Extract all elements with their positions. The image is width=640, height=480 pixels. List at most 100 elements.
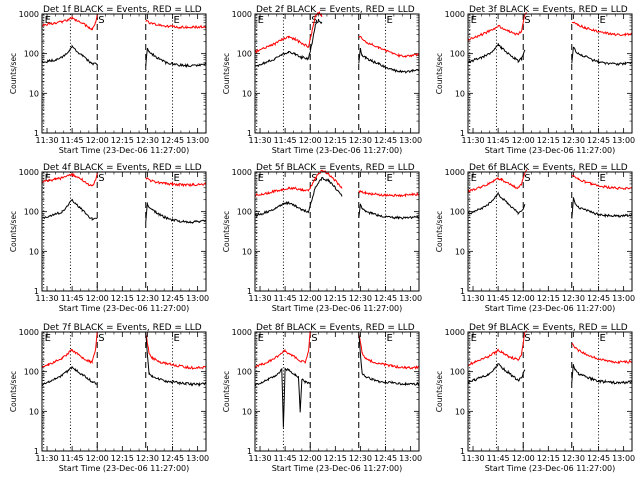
plot-title: Det 6f BLACK = Events, RED = LLD <box>469 163 628 173</box>
x-tick-label: 11:30 <box>461 454 484 463</box>
lld-series-line <box>254 169 420 198</box>
y-axis-label: Counts/sec <box>222 53 231 94</box>
lld-series-line <box>254 11 420 59</box>
y-axis-label: Counts/sec <box>9 53 18 94</box>
x-tick-label: 12:45 <box>587 136 610 145</box>
x-axis-label: Start Time (23-Dec-06 11:27:00) <box>272 146 403 155</box>
x-axis-label: Start Time (23-Dec-06 11:27:00) <box>485 146 616 155</box>
x-tick-label: 12:00 <box>86 136 109 145</box>
marker-label: E <box>45 333 51 344</box>
events-series-line <box>41 198 207 224</box>
y-tick-label: 100 <box>24 50 39 59</box>
marker-label: S <box>311 333 317 344</box>
y-tick-label: 100 <box>237 50 252 59</box>
marker-label: E <box>258 333 264 344</box>
y-tick-label: 100 <box>237 208 252 217</box>
marker-label: E <box>174 173 180 184</box>
y-tick-label: 10 <box>242 247 252 256</box>
y-tick-label: 1000 <box>232 168 252 177</box>
x-tick-label: 12:15 <box>537 294 560 303</box>
x-tick-label: 11:45 <box>61 294 84 303</box>
x-tick-label: 13:00 <box>186 454 209 463</box>
marker-label: S <box>524 15 530 26</box>
x-axis-label: Start Time (23-Dec-06 11:27:00) <box>59 304 190 313</box>
x-tick-label: 12:15 <box>111 136 134 145</box>
lld-series-line <box>467 330 633 367</box>
plot-frame <box>254 13 420 134</box>
events-series-line <box>254 18 420 75</box>
plot-title: Det 2f BLACK = Events, RED = LLD <box>256 5 415 15</box>
x-tick-label: 12:00 <box>512 136 535 145</box>
x-tick-label: 12:15 <box>111 294 134 303</box>
x-tick-label: 12:00 <box>299 454 322 463</box>
lld-series-line <box>41 172 207 188</box>
y-tick-label: 100 <box>237 368 252 377</box>
lld-series-line <box>254 331 420 370</box>
marker-label: E <box>387 333 393 344</box>
x-tick-label: 11:30 <box>461 294 484 303</box>
y-tick-label: 100 <box>24 368 39 377</box>
x-tick-label: 12:30 <box>562 454 585 463</box>
x-tick-label: 12:30 <box>136 294 159 303</box>
y-axis-label: Counts/sec <box>222 211 231 252</box>
plot-title: Det 4f BLACK = Events, RED = LLD <box>43 163 202 173</box>
y-tick-label: 1 <box>247 287 252 296</box>
x-tick-label: 12:00 <box>299 294 322 303</box>
x-tick-label: 12:30 <box>562 136 585 145</box>
marker-label: S <box>311 173 317 184</box>
plot-frame <box>467 13 633 134</box>
plot-panel: Det 2f BLACK = Events, RED = LLD Counts/s… <box>222 5 422 155</box>
x-tick-label: 11:45 <box>274 136 297 145</box>
x-tick-label: 11:30 <box>461 136 484 145</box>
plot-panel: Det 5f BLACK = Events, RED = LLD Counts/s… <box>222 163 422 313</box>
x-tick-label: 12:45 <box>587 454 610 463</box>
marker-label: S <box>98 333 104 344</box>
y-tick-label: 1 <box>247 129 252 138</box>
plot-frame <box>254 171 420 292</box>
y-tick-label: 1 <box>34 447 39 456</box>
plot-panel: Det 1f BLACK = Events, RED = LLD Counts/s… <box>9 5 209 155</box>
y-tick-label: 100 <box>450 368 465 377</box>
x-tick-label: 12:15 <box>324 454 347 463</box>
x-tick-label: 12:45 <box>374 136 397 145</box>
marker-label: E <box>387 15 393 26</box>
x-tick-label: 13:00 <box>186 136 209 145</box>
marker-label: E <box>174 15 180 26</box>
x-tick-label: 12:15 <box>111 454 134 463</box>
x-tick-label: 13:00 <box>612 136 635 145</box>
x-tick-label: 12:45 <box>161 454 184 463</box>
y-tick-label: 1000 <box>19 10 39 19</box>
x-tick-label: 11:45 <box>487 294 510 303</box>
plot-frame <box>254 331 420 452</box>
y-tick-label: 10 <box>29 89 39 98</box>
y-tick-label: 10 <box>242 89 252 98</box>
x-tick-label: 11:30 <box>248 454 271 463</box>
x-tick-label: 11:30 <box>248 294 271 303</box>
x-tick-label: 12:45 <box>161 136 184 145</box>
plot-frame <box>467 171 633 292</box>
y-tick-label: 10 <box>242 407 252 416</box>
x-tick-label: 12:30 <box>562 294 585 303</box>
y-tick-label: 1 <box>247 447 252 456</box>
y-tick-label: 1 <box>34 287 39 296</box>
x-tick-label: 11:45 <box>487 454 510 463</box>
lld-series-line <box>467 12 633 42</box>
y-axis-label: Counts/sec <box>222 371 231 412</box>
y-tick-label: 100 <box>450 50 465 59</box>
plot-frame <box>41 331 207 452</box>
y-tick-label: 1000 <box>445 10 465 19</box>
plot-panel: Det 9f BLACK = Events, RED = LLD Counts/s… <box>435 323 635 473</box>
events-series-line <box>467 363 633 385</box>
x-tick-label: 12:45 <box>374 294 397 303</box>
x-axis-label: Start Time (23-Dec-06 11:27:00) <box>485 304 616 313</box>
x-axis-label: Start Time (23-Dec-06 11:27:00) <box>485 464 616 473</box>
marker-label: E <box>600 333 606 344</box>
marker-label: E <box>45 173 51 184</box>
y-axis-label: Counts/sec <box>435 371 444 412</box>
x-axis-label: Start Time (23-Dec-06 11:27:00) <box>272 304 403 313</box>
x-tick-label: 13:00 <box>399 294 422 303</box>
events-series-line <box>41 333 207 388</box>
y-tick-label: 1 <box>460 129 465 138</box>
plot-panel: Det 4f BLACK = Events, RED = LLD Counts/s… <box>9 163 209 313</box>
y-tick-label: 1000 <box>445 168 465 177</box>
